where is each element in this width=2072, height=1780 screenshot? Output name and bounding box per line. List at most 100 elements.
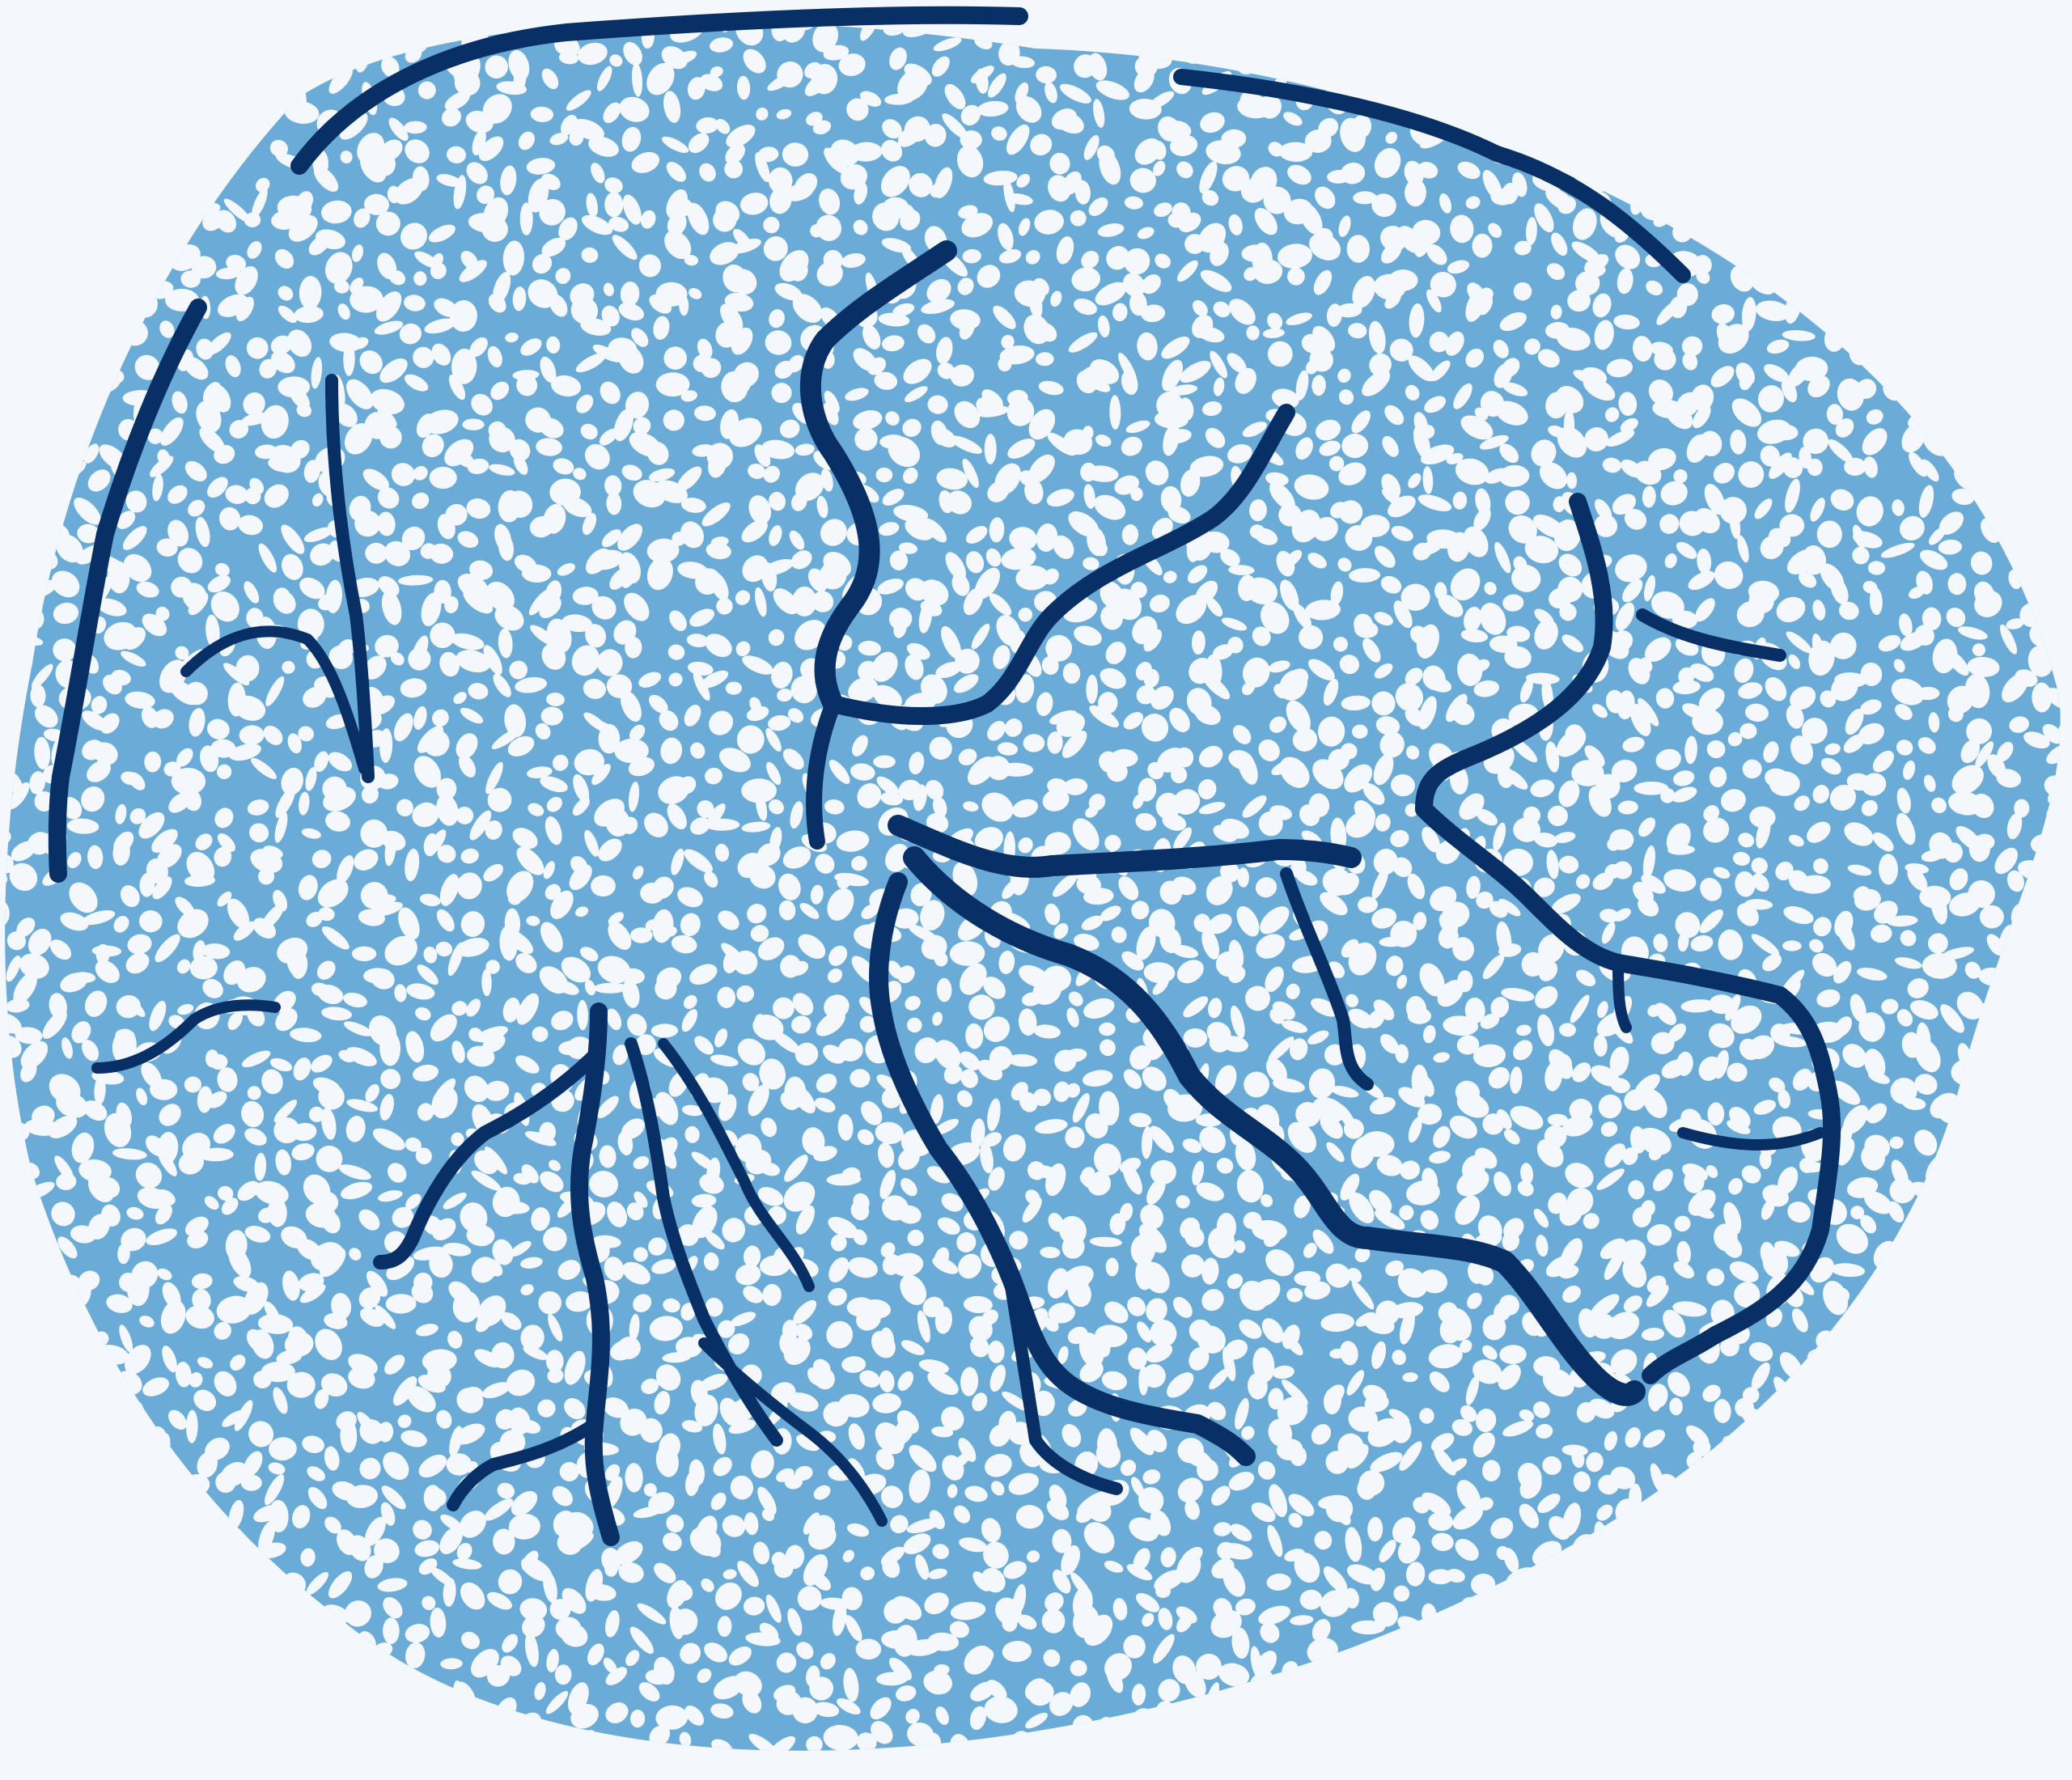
tissue-pore [2035, 500, 2061, 529]
tissue-pore [2026, 91, 2048, 106]
tissue-pore [5, 1093, 19, 1124]
tissue-pore [1517, 106, 1546, 135]
tissue-pore [225, 485, 248, 504]
tissue-pore [1222, 1740, 1252, 1751]
tissue-pore [1985, 104, 2003, 126]
tissue-pore [184, 1216, 209, 1236]
tissue-pore [526, 915, 540, 926]
tissue-pore [1769, 256, 1791, 277]
tissue-pore [1921, 850, 1943, 862]
tissue-pore [149, 1000, 167, 1032]
tissue-pore [1732, 851, 1751, 866]
tissue-pore [237, 967, 266, 993]
tissue-pore [207, 574, 231, 593]
tissue-pore [1170, 765, 1188, 784]
tissue-pore [1084, 374, 1111, 392]
tissue-pore [1561, 634, 1584, 653]
tissue-pore [135, 1162, 163, 1189]
tissue-pore [1295, 437, 1313, 460]
tissue-pore [1824, 199, 1836, 224]
tissue-pore [491, 727, 522, 749]
tissue-pore [42, 1568, 69, 1583]
tissue-pore [1793, 83, 1819, 112]
tissue-pore [144, 751, 162, 773]
tissue-pore [828, 945, 848, 966]
tissue-pore [1430, 272, 1456, 298]
tissue-pore [1312, 759, 1344, 790]
tissue-pore [1081, 915, 1104, 930]
tissue-pore [237, 1180, 260, 1202]
tissue-pore [99, 283, 120, 299]
tissue-pore [1861, 773, 1887, 796]
tissue-pore [1650, 1032, 1675, 1055]
tissue-pore [5, 407, 12, 432]
tissue-pore [35, 209, 54, 226]
tissue-pore [880, 791, 904, 806]
tissue-pore [1514, 1740, 1532, 1751]
tissue-pore [432, 25, 451, 43]
tissue-pore [1881, 998, 1899, 1015]
tissue-pore [1486, 1592, 1507, 1616]
tissue-pore [5, 235, 14, 269]
tissue-pore [281, 767, 303, 795]
tissue-pore [20, 1040, 49, 1070]
tissue-pore [1790, 1637, 1820, 1670]
tissue-pore [971, 1118, 985, 1148]
tissue-pore [2040, 1755, 2064, 1780]
tissue-pore [1609, 1046, 1629, 1076]
tissue-pore [562, 496, 592, 518]
tissue-pore [93, 1735, 120, 1751]
tissue-pore [1889, 1177, 1916, 1204]
tissue-pore [1245, 985, 1270, 1011]
tissue-pore [790, 960, 809, 976]
tissue-pore [1384, 405, 1405, 426]
tissue-pore [1659, 21, 1681, 24]
tissue-pore [1921, 459, 1939, 482]
tissue-pore [872, 202, 900, 231]
tissue-pore [1666, 1670, 1693, 1689]
tissue-pore [1834, 1016, 1853, 1037]
tissue-pore [337, 21, 362, 39]
tissue-pore [1884, 250, 1910, 267]
tissue-pore [1998, 1752, 2021, 1776]
tissue-pore [1803, 70, 1820, 87]
tissue-pore [1554, 21, 1578, 23]
tissue-pore [5, 1577, 12, 1607]
tissue-pore [1831, 1080, 1861, 1105]
tissue-pore [24, 414, 51, 440]
tissue-pore [717, 986, 736, 1008]
tissue-pore [549, 1159, 561, 1172]
tissue-pore [627, 1014, 647, 1036]
tissue-pore [700, 1077, 729, 1104]
tissue-pore [1813, 858, 1828, 875]
tissue-pore [106, 1503, 131, 1526]
tissue-pore [1732, 1530, 1761, 1559]
tissue-pore [238, 515, 263, 536]
tissue-pore [871, 651, 898, 682]
tissue-pore [1767, 1515, 1782, 1529]
tissue-pore [184, 1653, 208, 1680]
tissue-pore [2044, 1621, 2061, 1651]
tissue-pore [134, 354, 160, 380]
tissue-pore [1853, 1714, 1867, 1728]
tissue-pore [20, 354, 42, 374]
tissue-pore [755, 152, 770, 183]
tissue-pore [400, 222, 428, 250]
tissue-pore [1093, 99, 1105, 128]
tissue-pore [1545, 1631, 1573, 1663]
tissue-pore [1904, 1658, 1920, 1677]
tissue-pore [769, 799, 784, 815]
tissue-pore [284, 101, 320, 124]
tissue-pore [2004, 1189, 2022, 1202]
tissue-pore [1756, 155, 1775, 179]
tissue-pore [1931, 797, 1947, 814]
tissue-pore [997, 742, 1019, 756]
tissue-pore [400, 678, 427, 698]
tissue-pore [1872, 750, 1895, 773]
tissue-pore [1928, 712, 1940, 733]
tissue-pore [1970, 390, 1992, 409]
tissue-pore [544, 816, 562, 846]
tissue-pore [352, 244, 363, 262]
tissue-pore [540, 706, 563, 726]
tissue-pore [338, 1164, 371, 1180]
